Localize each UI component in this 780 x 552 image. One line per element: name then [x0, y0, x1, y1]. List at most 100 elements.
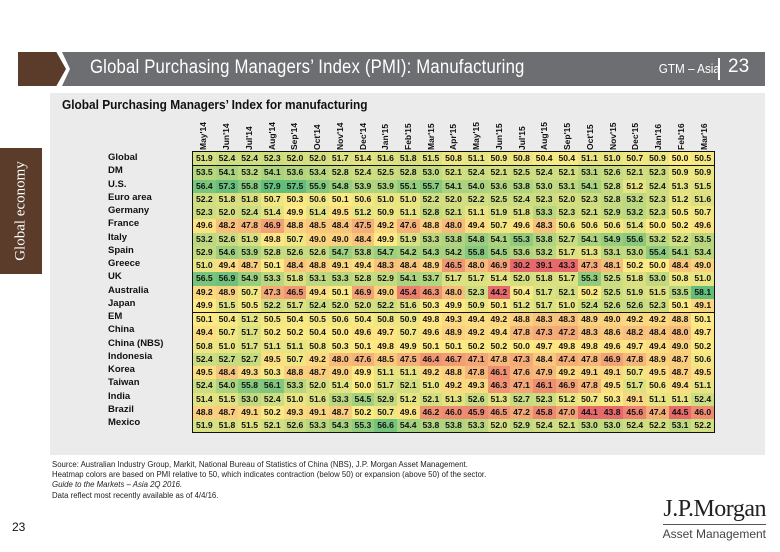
heatmap-cell: 48.2 [623, 326, 647, 340]
heatmap-cell: 51.7 [374, 379, 397, 393]
heatmap-cell: 53.9 [351, 179, 375, 193]
heatmap-cell: 51.2 [510, 298, 533, 312]
table-row: 49.4 50.7 51.7 50.2 50.2 50.4 50.0 49.6 49.7 50.7… [193, 326, 715, 340]
heatmap-cell: 50.3 [600, 392, 624, 406]
heatmap-cell: 48.8 [193, 405, 216, 419]
heatmap-cell: 49.2 [306, 352, 329, 366]
heatmap-cell: 54.1 [487, 232, 511, 246]
heatmap-cell: 52.0 [306, 379, 329, 393]
heatmap-cell: 50.9 [396, 313, 420, 327]
heatmap-cell: 50.7 [623, 152, 647, 166]
logo-wordmark: J.P.Morgan [663, 496, 766, 525]
heatmap-cell: 50.9 [374, 206, 397, 220]
column-header-label: Sep'14 [289, 122, 300, 150]
heatmap-cell: 47.3 [578, 259, 601, 273]
heatmap-cell: 55.3 [510, 232, 533, 246]
heatmap-cell: 46.1 [487, 366, 511, 380]
heatmap-cell: 52.0 [510, 272, 533, 286]
heatmap-cell: 55.6 [623, 232, 647, 246]
heatmap-cell: 50.0 [646, 259, 669, 273]
heatmap-cell: 56.6 [374, 419, 397, 433]
heatmap-cell: 44.2 [487, 285, 511, 299]
heatmap-cell: 49.7 [532, 339, 556, 353]
heatmap-cell: 50.2 [260, 326, 284, 340]
heatmap-cell: 50.7 [260, 192, 284, 206]
column-header-label: Jan'16 [653, 123, 664, 150]
heatmap-cell: 49.4 [193, 326, 216, 340]
heatmap-cell: 52.9 [510, 419, 533, 433]
heatmap-cell: 49.5 [260, 352, 284, 366]
column-header-label: May'14 [198, 121, 209, 150]
column-headers: May'14 Jun'14 Jul'14 Aug'14 Sep'14 Oct'14 Nov'… [192, 112, 715, 150]
heatmap-cell: 56.1 [260, 379, 284, 393]
heatmap-cell: 50.7 [396, 326, 420, 340]
heatmap-cell: 46.9 [600, 352, 624, 366]
heatmap-cell: 46.9 [487, 259, 511, 273]
row-label: China [108, 324, 135, 336]
heatmap-cell: 50.0 [351, 379, 375, 393]
heatmap-cell: 51.3 [487, 392, 511, 406]
heatmap-cell: 49.4 [646, 339, 669, 353]
guide-note: Guide to the Markets – Asia 2Q 2016. [52, 480, 183, 490]
heatmap-cell: 49.2 [487, 313, 511, 327]
heatmap-cell: 52.6 [283, 245, 307, 259]
heatmap-cell: 52.4 [193, 379, 216, 393]
sidebar-label: Global economy [12, 161, 29, 261]
heatmap-cell: 48.7 [668, 352, 692, 366]
heatmap-cell: 47.8 [238, 219, 261, 233]
heatmap-cell: 49.7 [691, 326, 715, 340]
heatmap-cell: 50.3 [283, 192, 307, 206]
heatmap-cell: 53.2 [646, 232, 669, 246]
heatmap-cell: 47.2 [510, 405, 533, 419]
heatmap-cell: 49.0 [668, 339, 692, 353]
heatmap-cell: 51.2 [351, 206, 375, 220]
heatmap-cell: 49.8 [260, 232, 284, 246]
heatmap-cell: 46.1 [532, 379, 556, 393]
heatmap-cell: 50.2 [464, 339, 488, 353]
heatmap-cell: 49.4 [464, 219, 488, 233]
heatmap-cell: 49.4 [306, 285, 329, 299]
heatmap-cell: 51.4 [306, 206, 329, 220]
heatmap-cell: 55.8 [238, 379, 261, 393]
heatmap-cell: 51.8 [623, 272, 647, 286]
heatmap-cell: 53.0 [646, 272, 669, 286]
heatmap-cell: 50.2 [260, 405, 284, 419]
heatmap-cell: 53.4 [691, 245, 715, 259]
heatmap-cell: 53.8 [532, 232, 556, 246]
table-row: 49.2 48.9 50.7 47.3 46.5 49.4 50.1 46.9 49.0 45.4… [193, 285, 715, 299]
heatmap-cell: 49.9 [283, 206, 307, 220]
heatmap-cell: 30.2 [510, 259, 533, 273]
heatmap-note: Heatmap colors are based on PMI relative… [52, 470, 487, 480]
heatmap-cell: 51.4 [260, 206, 284, 220]
heatmap-cell: 48.3 [374, 259, 397, 273]
heatmap-cell: 54.1 [396, 272, 420, 286]
heatmap-cell: 45.9 [464, 405, 488, 419]
heatmap-cell: 53.7 [419, 272, 443, 286]
column-header: Sep'14 [283, 112, 306, 150]
heatmap-cell: 48.5 [374, 352, 397, 366]
column-header-label: Nov'14 [334, 122, 345, 150]
heatmap-cell: 51.8 [283, 272, 307, 286]
column-header: Jun'14 [215, 112, 238, 150]
column-header-label: Feb'16 [675, 123, 686, 150]
heatmap-cell: 52.8 [260, 245, 284, 259]
heatmap-cell: 49.3 [464, 379, 488, 393]
heatmap-cell: 52.5 [510, 166, 533, 180]
heatmap-cell: 52.4 [260, 392, 284, 406]
heatmap-cell: 51.2 [396, 392, 420, 406]
heatmap-cell: 55.7 [419, 179, 443, 193]
heatmap-cell: 49.2 [555, 366, 579, 380]
table-row: 52.3 52.0 52.4 51.4 49.9 51.4 49.5 51.2 50.9 51.1… [193, 206, 715, 220]
heatmap-cell: 54.1 [578, 179, 601, 193]
heatmap-cell: 48.9 [646, 352, 669, 366]
header-page-number: 23 [728, 56, 750, 77]
heatmap-cell: 47.8 [510, 326, 533, 340]
heatmap-cell: 54.1 [578, 232, 601, 246]
heatmap-cell: 52.2 [691, 419, 715, 433]
heatmap-cell: 52.1 [260, 419, 284, 433]
heatmap-cell: 46.5 [442, 259, 465, 273]
table-row: 53.2 52.6 51.9 49.8 50.7 49.0 49.0 48.4 49.9 51.9… [193, 232, 715, 246]
heatmap-cell: 50.4 [306, 326, 329, 340]
heatmap-cell: 52.4 [578, 298, 601, 312]
heatmap-cell: 51.9 [623, 285, 647, 299]
